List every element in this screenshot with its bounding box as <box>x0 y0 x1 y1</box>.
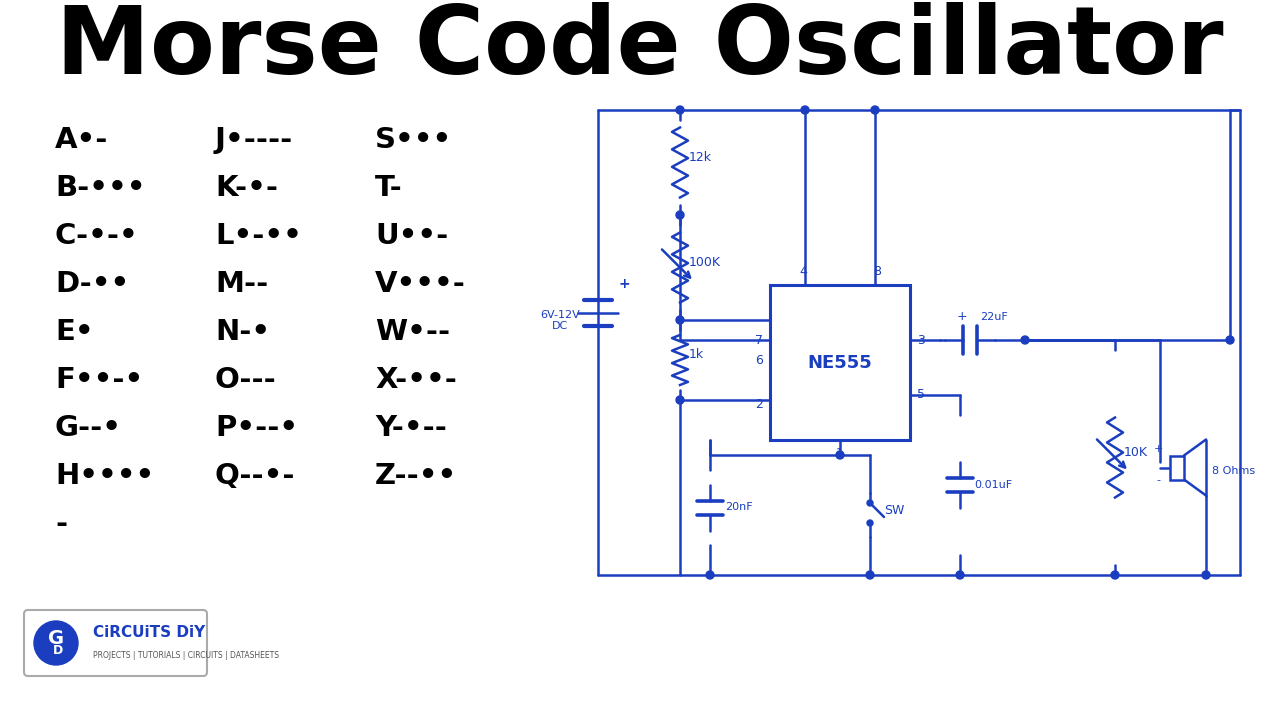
Circle shape <box>676 396 684 404</box>
Text: 8: 8 <box>873 265 881 278</box>
Text: 7: 7 <box>755 333 763 346</box>
Text: 12k: 12k <box>689 151 712 164</box>
Circle shape <box>1226 336 1234 344</box>
Text: NE555: NE555 <box>808 354 873 372</box>
Text: SW: SW <box>884 503 905 516</box>
Circle shape <box>676 316 684 324</box>
Text: 3: 3 <box>916 333 925 346</box>
Text: V•••-: V•••- <box>375 270 466 298</box>
Text: B-•••: B-••• <box>55 174 146 202</box>
Text: L•-••: L•-•• <box>215 222 302 250</box>
Text: T-: T- <box>375 174 403 202</box>
Text: X-••-: X-••- <box>375 366 457 394</box>
Text: 100K: 100K <box>689 256 721 269</box>
Text: PROJECTS | TUTORIALS | CIRCUITS | DATASHEETS: PROJECTS | TUTORIALS | CIRCUITS | DATASH… <box>93 652 279 660</box>
Circle shape <box>1202 571 1210 579</box>
Text: A•-: A•- <box>55 126 109 154</box>
Text: F••-•: F••-• <box>55 366 143 394</box>
Text: 6: 6 <box>755 354 763 366</box>
Text: D-••: D-•• <box>55 270 129 298</box>
Bar <box>1170 456 1184 480</box>
Text: 20nF: 20nF <box>724 503 753 513</box>
Circle shape <box>867 500 873 506</box>
Circle shape <box>1111 571 1119 579</box>
Text: 5: 5 <box>916 389 925 402</box>
Text: G--•: G--• <box>55 414 122 442</box>
Text: Q--•-: Q--•- <box>215 462 296 490</box>
Circle shape <box>676 211 684 219</box>
Text: +: + <box>618 277 630 292</box>
Text: 0.01uF: 0.01uF <box>974 480 1012 490</box>
Text: 1k: 1k <box>689 348 704 361</box>
Circle shape <box>35 621 78 665</box>
Circle shape <box>867 571 874 579</box>
Text: 22uF: 22uF <box>980 312 1007 322</box>
Text: 10K: 10K <box>1124 446 1148 459</box>
Text: 6V-12V
DC: 6V-12V DC <box>540 310 580 331</box>
Text: S•••: S••• <box>375 126 452 154</box>
Text: -: - <box>1156 475 1160 485</box>
Text: W•--: W•-- <box>375 318 451 346</box>
Text: M--: M-- <box>215 270 269 298</box>
Text: G: G <box>47 629 64 649</box>
Circle shape <box>707 571 714 579</box>
Text: U••-: U••- <box>375 222 448 250</box>
Text: 4: 4 <box>799 265 806 278</box>
Text: +: + <box>1153 444 1162 454</box>
Text: K-•-: K-•- <box>215 174 278 202</box>
Text: J•----: J•---- <box>215 126 293 154</box>
Text: H••••: H•••• <box>55 462 155 490</box>
Text: Z--••: Z--•• <box>375 462 457 490</box>
Circle shape <box>676 106 684 114</box>
Text: CiRCUiTS DiY: CiRCUiTS DiY <box>93 625 205 640</box>
Text: N-•: N-• <box>215 318 270 346</box>
Circle shape <box>956 571 964 579</box>
Text: Y-•--: Y-•-- <box>375 414 447 442</box>
Circle shape <box>1021 336 1029 344</box>
Text: C-•-•: C-•-• <box>55 222 138 250</box>
FancyBboxPatch shape <box>24 610 207 676</box>
Text: Morse Code Oscillator: Morse Code Oscillator <box>56 2 1224 94</box>
Text: O---: O--- <box>215 366 276 394</box>
Circle shape <box>870 106 879 114</box>
Text: 2: 2 <box>755 398 763 412</box>
Text: E•: E• <box>55 318 93 346</box>
Text: P•--•: P•--• <box>215 414 298 442</box>
Text: +: + <box>956 310 968 323</box>
Circle shape <box>801 106 809 114</box>
Text: D: D <box>52 644 63 657</box>
Circle shape <box>836 451 844 459</box>
Text: 8 Ohms: 8 Ohms <box>1212 467 1256 477</box>
Bar <box>771 285 910 440</box>
Circle shape <box>867 520 873 526</box>
Text: 1: 1 <box>836 447 844 460</box>
Text: -: - <box>55 510 67 538</box>
